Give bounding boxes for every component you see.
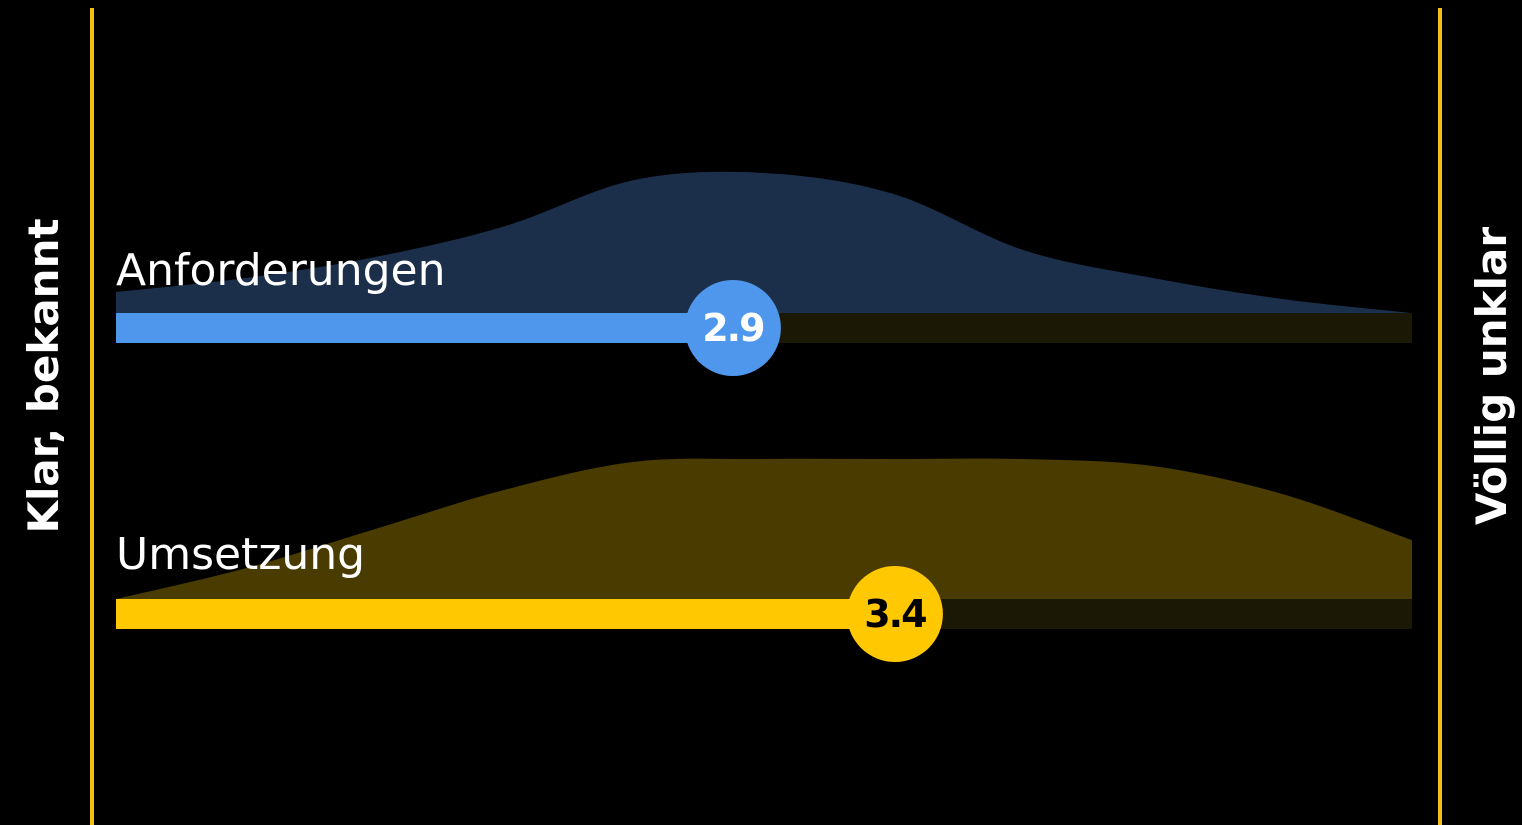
x-max-label: Völlig unklar [1467,227,1516,525]
value-bubble [846,566,943,662]
row-group: Umsetzung 3.4 [116,458,1412,662]
row-label: Anforderungen [116,245,445,296]
value-bar [116,599,895,629]
rows-layer: Anforderungen 2.9 Umsetzung 3.4 [116,171,1412,662]
value-bubble [684,280,781,376]
row-label: Umsetzung [116,529,365,580]
distribution-area [116,458,1412,599]
x-min-label: Klar, bekannt [19,218,68,533]
distribution-area [116,171,1412,313]
value-bar [116,313,733,343]
value-label: 3.4 [864,592,926,636]
row-group: Anforderungen 2.9 [116,171,1412,376]
value-label: 2.9 [702,306,764,350]
